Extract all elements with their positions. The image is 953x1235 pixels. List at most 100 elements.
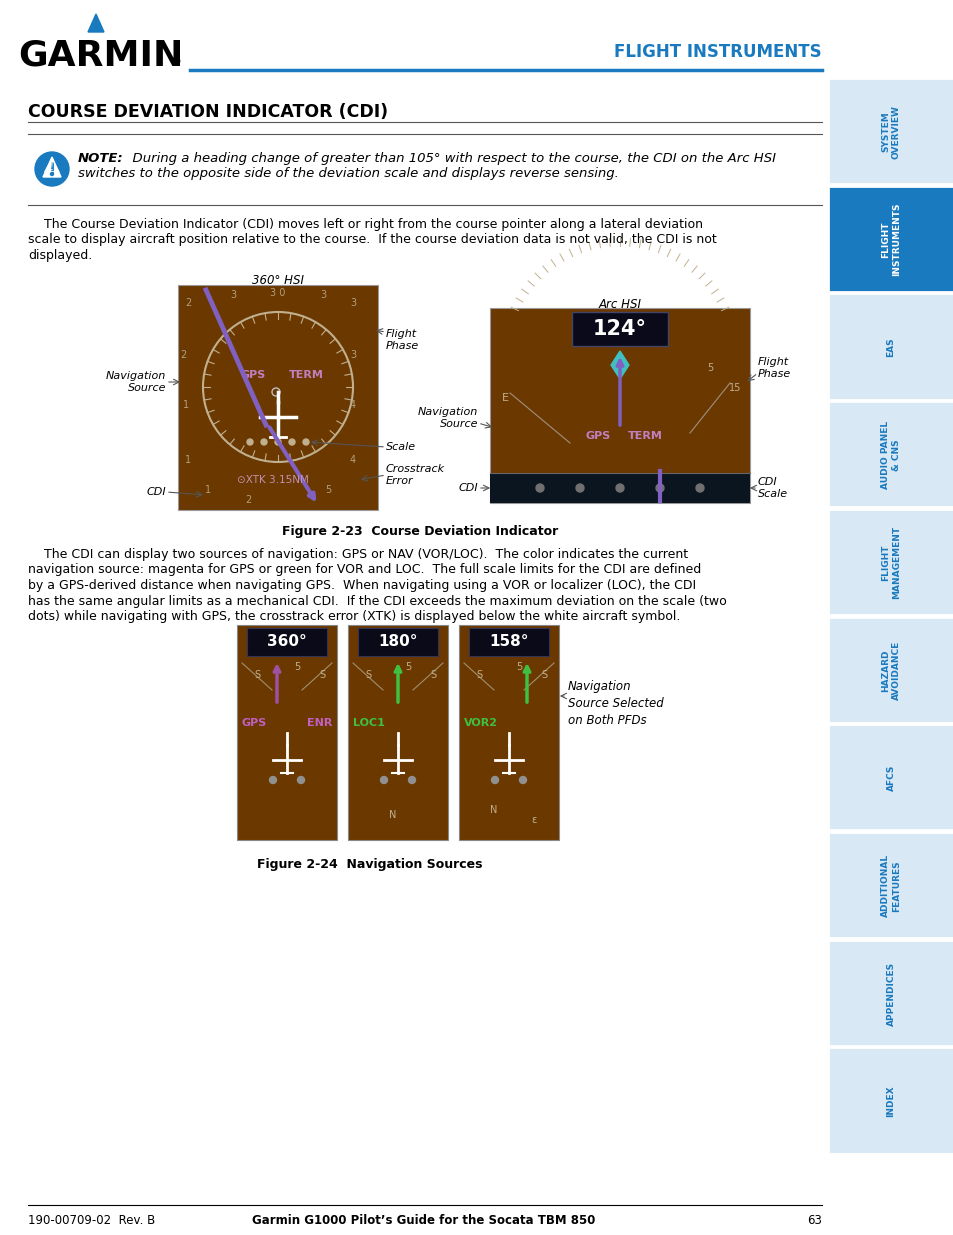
Text: EAS: EAS: [885, 337, 895, 357]
Text: Crosstrack
Error: Crosstrack Error: [386, 464, 445, 487]
Text: S: S: [318, 671, 325, 680]
Text: The CDI can display two sources of navigation: GPS or NAV (VOR/LOC).  The color : The CDI can display two sources of navig…: [28, 548, 687, 561]
Text: 1: 1: [185, 454, 191, 466]
Bar: [827, 724, 953, 830]
Text: APPENDICES: APPENDICES: [885, 961, 895, 1025]
Text: 4: 4: [350, 400, 355, 410]
Circle shape: [261, 438, 267, 445]
Text: Navigation
Source Selected
on Both PFDs: Navigation Source Selected on Both PFDs: [567, 680, 663, 727]
Bar: [827, 1047, 953, 1153]
Text: Garmin G1000 Pilot’s Guide for the Socata TBM 850: Garmin G1000 Pilot’s Guide for the Socat…: [252, 1214, 595, 1226]
Text: 5: 5: [516, 662, 521, 672]
Text: GPS: GPS: [585, 431, 610, 441]
Text: 4: 4: [350, 454, 355, 466]
Text: 190-00709-02  Rev. B: 190-00709-02 Rev. B: [28, 1214, 155, 1226]
Text: FLIGHT
MANAGEMENT: FLIGHT MANAGEMENT: [881, 526, 900, 599]
Text: Arc HSI: Arc HSI: [598, 298, 640, 311]
Text: FLIGHT INSTRUMENTS: FLIGHT INSTRUMENTS: [614, 43, 821, 61]
Circle shape: [247, 438, 253, 445]
Circle shape: [656, 484, 663, 492]
Text: CDI: CDI: [457, 483, 477, 493]
Circle shape: [408, 777, 416, 783]
Text: 2: 2: [185, 298, 191, 308]
Bar: [827, 616, 953, 722]
Text: S: S: [253, 671, 260, 680]
Text: Flight
Phase: Flight Phase: [758, 357, 790, 379]
Text: TERM: TERM: [627, 431, 661, 441]
Text: S: S: [476, 671, 481, 680]
Text: ⚠: ⚠: [43, 158, 61, 177]
Text: Figure 2-24  Navigation Sources: Figure 2-24 Navigation Sources: [257, 858, 482, 871]
Text: switches to the opposite side of the deviation scale and displays reverse sensin: switches to the opposite side of the dev…: [78, 167, 618, 180]
Text: GPS: GPS: [242, 718, 267, 727]
Text: During a heading change of greater than 105° with respect to the course, the CDI: During a heading change of greater than …: [124, 152, 775, 165]
Text: 360°: 360°: [267, 635, 307, 650]
Polygon shape: [88, 14, 104, 32]
Text: The Course Deviation Indicator (CDI) moves left or right from the course pointer: The Course Deviation Indicator (CDI) mov…: [28, 219, 702, 231]
Text: 3: 3: [350, 298, 355, 308]
Text: HAZARD
AVOIDANCE: HAZARD AVOIDANCE: [881, 641, 900, 700]
Text: CDI: CDI: [146, 487, 166, 496]
Circle shape: [380, 777, 387, 783]
Text: 15: 15: [728, 383, 740, 393]
Circle shape: [51, 173, 53, 175]
Text: navigation source: magenta for GPS or green for VOR and LOC.  The full scale lim: navigation source: magenta for GPS or gr…: [28, 563, 700, 577]
Text: displayed.: displayed.: [28, 249, 92, 262]
Bar: [827, 78, 953, 184]
Polygon shape: [43, 157, 61, 177]
Text: ADDITIONAL
FEATURES: ADDITIONAL FEATURES: [881, 855, 900, 918]
Bar: [827, 832, 953, 939]
Bar: [827, 185, 953, 291]
Text: 5: 5: [404, 662, 411, 672]
Bar: [236, 625, 336, 840]
Text: N: N: [490, 805, 497, 815]
Bar: [178, 285, 377, 510]
Text: 2: 2: [180, 350, 186, 359]
Text: 1: 1: [183, 400, 189, 410]
Circle shape: [696, 484, 703, 492]
Text: COURSE DEVIATION INDICATOR (CDI): COURSE DEVIATION INDICATOR (CDI): [28, 103, 388, 121]
Text: 3 0: 3 0: [270, 288, 285, 298]
Bar: [247, 629, 327, 656]
Bar: [490, 473, 749, 503]
Bar: [827, 401, 953, 508]
Text: GARMIN: GARMIN: [18, 38, 183, 72]
Text: ε: ε: [531, 815, 537, 825]
Text: 180°: 180°: [377, 635, 417, 650]
Text: TERM: TERM: [288, 370, 323, 380]
Text: E: E: [501, 393, 508, 403]
Text: AUDIO PANEL
& CNS: AUDIO PANEL & CNS: [881, 421, 900, 489]
Bar: [458, 625, 558, 840]
Bar: [490, 308, 749, 503]
Text: VOR2: VOR2: [463, 718, 497, 727]
Text: ®: ®: [172, 57, 182, 67]
Circle shape: [616, 484, 623, 492]
Bar: [357, 629, 437, 656]
Text: Navigation
Source: Navigation Source: [106, 370, 166, 393]
Text: 3: 3: [350, 350, 355, 359]
Polygon shape: [610, 351, 628, 379]
Bar: [572, 312, 667, 346]
Text: Navigation
Source: Navigation Source: [417, 406, 477, 430]
Circle shape: [576, 484, 583, 492]
Text: Figure 2-23  Course Deviation Indicator: Figure 2-23 Course Deviation Indicator: [281, 525, 558, 538]
Text: dots) while navigating with GPS, the crosstrack error (XTK) is displayed below t: dots) while navigating with GPS, the cro…: [28, 610, 679, 622]
Text: NOTE:: NOTE:: [78, 152, 124, 165]
Text: 158°: 158°: [489, 635, 528, 650]
Text: 5: 5: [325, 485, 331, 495]
Circle shape: [269, 777, 276, 783]
Circle shape: [303, 438, 309, 445]
Text: ⊙XTK 3.15NM: ⊙XTK 3.15NM: [236, 475, 309, 485]
Text: GPS: GPS: [240, 370, 265, 380]
Bar: [827, 294, 953, 400]
Text: by a GPS-derived distance when navigating GPS.  When navigating using a VOR or l: by a GPS-derived distance when navigatin…: [28, 579, 696, 592]
Text: 360° HSI: 360° HSI: [252, 274, 304, 287]
Circle shape: [274, 438, 281, 445]
Text: 124°: 124°: [593, 319, 646, 338]
Text: Scale: Scale: [386, 442, 416, 452]
Text: LOC1: LOC1: [353, 718, 384, 727]
Text: SYSTEM
OVERVIEW: SYSTEM OVERVIEW: [881, 105, 900, 159]
Bar: [827, 940, 953, 1046]
Text: has the same angular limits as a mechanical CDI.  If the CDI exceeds the maximum: has the same angular limits as a mechani…: [28, 594, 726, 608]
Circle shape: [35, 152, 69, 186]
